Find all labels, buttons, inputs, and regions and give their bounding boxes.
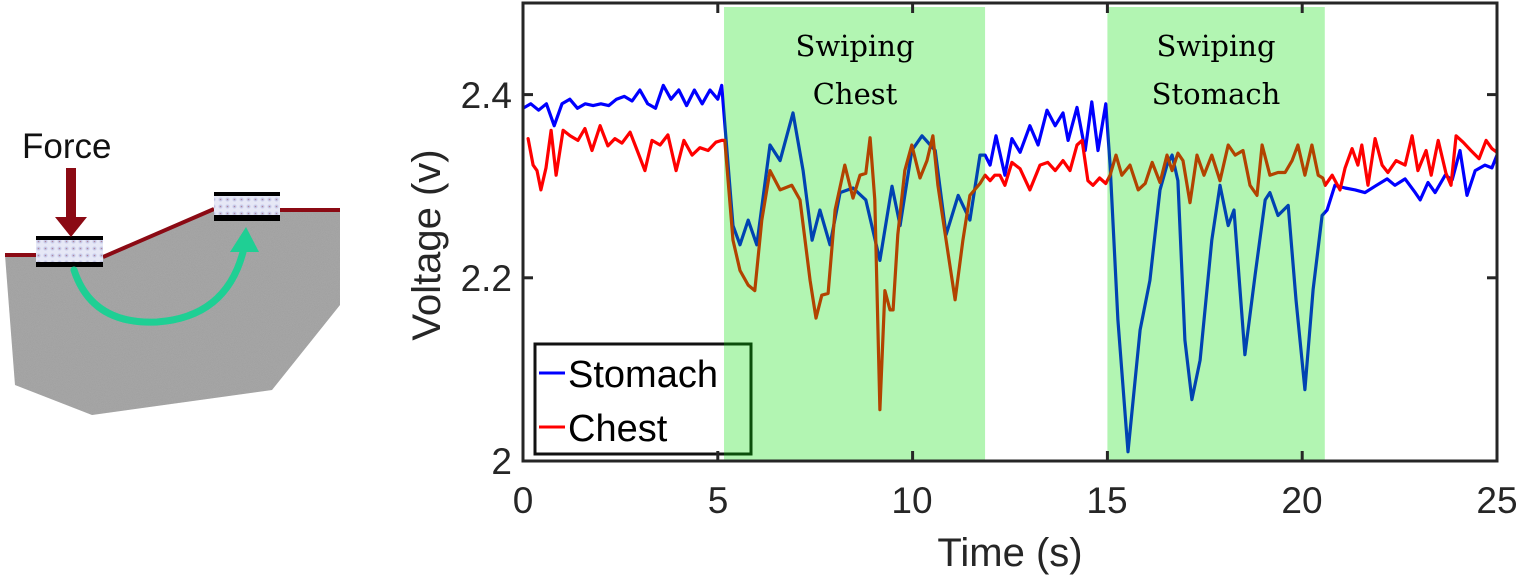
- force-label: Force: [22, 127, 111, 166]
- legend-label-stomach: Stomach: [568, 354, 718, 396]
- y-tick-label: 2.2: [461, 258, 512, 299]
- force-diagram: Force: [5, 127, 340, 415]
- series-layer: [523, 83, 1497, 454]
- x-tick-label: 0: [513, 480, 534, 521]
- region-label-stomach-line1: Swiping: [1156, 29, 1275, 63]
- x-tick-label: 20: [1281, 480, 1322, 521]
- tick-layer: [523, 3, 1497, 461]
- sensor-pad-icon: [36, 236, 103, 267]
- series-line-chest: [526, 124, 1497, 412]
- region-layer: [724, 7, 1325, 461]
- sensor-pad-icon: [214, 192, 280, 221]
- x-tick-label: 15: [1086, 480, 1127, 521]
- region-label-stomach-line2: Stomach: [1152, 77, 1281, 111]
- region-label-chest-line1: Swiping: [795, 29, 914, 63]
- y-tick-label: 2.4: [461, 75, 512, 116]
- legend-box: [533, 342, 753, 456]
- force-arrow-icon: [55, 168, 87, 237]
- x-tick-label: 25: [1476, 480, 1517, 521]
- region-label-chest-line2: Chest: [813, 77, 898, 111]
- y-tick-label: 2: [491, 441, 512, 482]
- transfer-arrow-icon: [70, 227, 259, 326]
- chart: Stomach Chest Swiping Chest Swiping Stom…: [405, 1, 1518, 575]
- x-tick-label: 5: [708, 480, 729, 521]
- series-line-stomach: [523, 83, 1497, 454]
- shaded-region-2: [1107, 7, 1325, 461]
- shaded-region-1: [724, 7, 986, 461]
- legend-label-chest: Chest: [568, 408, 668, 450]
- axes-box: [521, 1, 1499, 463]
- y-axis-label: Voltage (v): [405, 149, 449, 340]
- legend: Stomach Chest: [533, 342, 753, 456]
- x-axis-label: Time (s): [937, 531, 1082, 575]
- surface-slope-line: [102, 207, 215, 259]
- x-tick-label: 10: [891, 480, 932, 521]
